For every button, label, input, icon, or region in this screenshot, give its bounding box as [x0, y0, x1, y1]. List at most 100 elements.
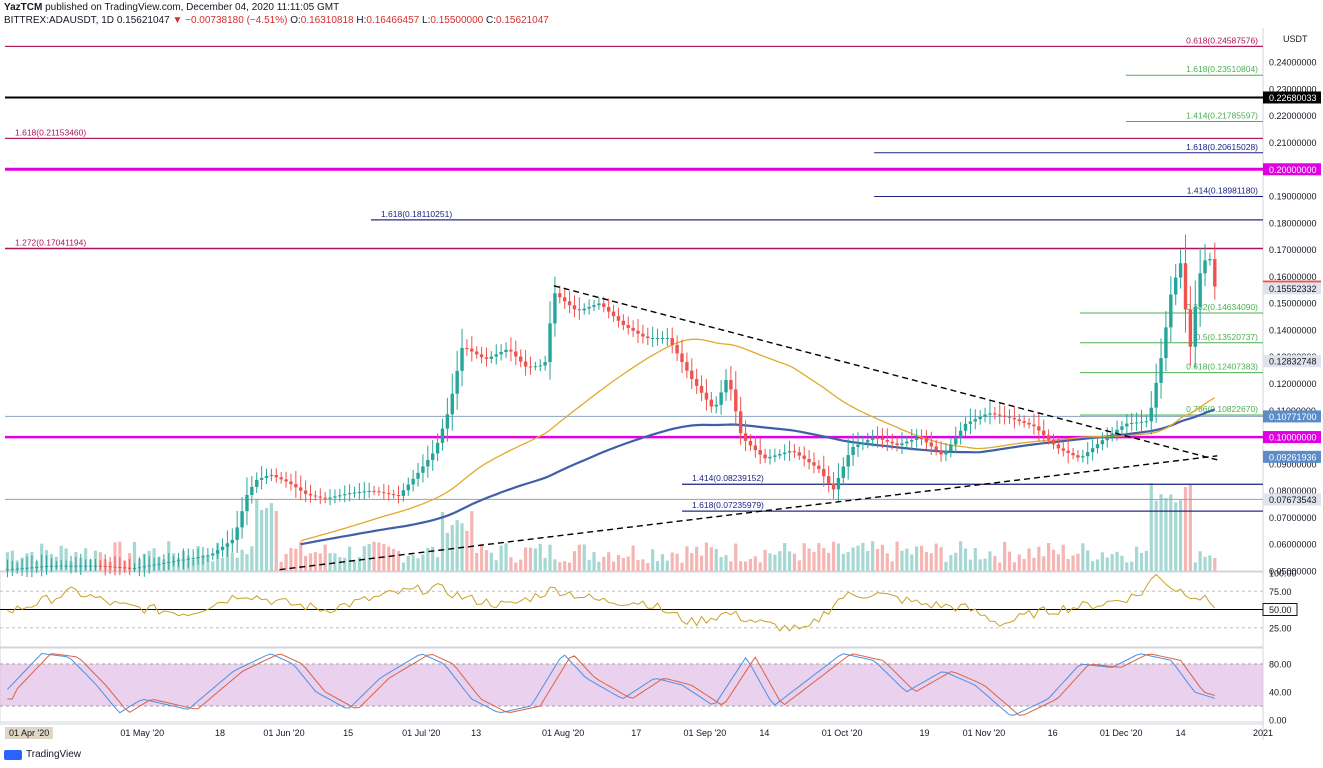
volume-bar: [895, 541, 899, 571]
volume-bar: [260, 510, 264, 571]
price-change: −0.00738180 (−4.51%): [185, 15, 288, 26]
volume-bar: [978, 559, 982, 571]
candle-body: [382, 492, 386, 494]
candle-body: [113, 566, 117, 568]
volume-bar: [367, 544, 371, 571]
candle-body: [142, 566, 147, 568]
candle-body: [597, 303, 601, 306]
volume-bar: [519, 559, 523, 571]
time-tick-label: 15: [343, 728, 353, 738]
stoch-tick-label: 0.00: [1269, 716, 1287, 726]
candle-body: [778, 454, 782, 456]
volume-bar: [543, 557, 547, 571]
rsi-tick-label: 25.00: [1269, 623, 1292, 633]
candle-body: [372, 490, 376, 492]
close-label: C:: [486, 15, 496, 26]
volume-bar: [445, 532, 449, 571]
publish-line: YazTCM published on TradingView.com, Dec…: [4, 2, 339, 13]
volume-bar: [714, 548, 718, 571]
candle-body: [616, 316, 621, 321]
candle-body: [421, 466, 425, 473]
candle-body: [318, 496, 322, 498]
volume-bar: [1056, 554, 1060, 571]
ma-slow-line: [300, 408, 1216, 546]
candle-body: [592, 305, 596, 307]
candle-body: [636, 330, 640, 334]
time-cursor-badge: [5, 727, 53, 739]
volume-bar: [567, 562, 572, 571]
stoch-tick-label: 80.00: [1269, 660, 1292, 670]
fib-label: 1.618(0.23510804): [1186, 64, 1258, 74]
volume-bar: [861, 542, 865, 571]
volume-bar: [494, 560, 498, 571]
price-chart[interactable]: 0.24000000 0.23000000 0.22000000 0.21000000…: [0, 28, 1323, 744]
candle-body: [230, 539, 234, 544]
volume-bar: [294, 548, 298, 571]
trend-line: [553, 285, 1218, 461]
candle-body: [660, 337, 665, 339]
candle-body: [1183, 263, 1188, 310]
volume-bar: [318, 553, 322, 571]
volume-bar: [611, 561, 616, 571]
price-axis-badge-text: 0.12832748: [1269, 357, 1317, 367]
volume-bar: [719, 557, 723, 571]
price-axis-badge: [1263, 493, 1321, 506]
candle-body: [758, 450, 762, 455]
volume-bar: [983, 558, 987, 571]
candle-body: [641, 333, 645, 337]
volume-bar: [514, 562, 518, 571]
volume-bar: [905, 548, 909, 571]
tradingview-logo-icon: [4, 749, 22, 760]
stoch-d-line: [7, 653, 1215, 716]
volume-bar: [851, 547, 855, 571]
volume-bar: [1051, 549, 1056, 571]
candle-body: [215, 550, 220, 554]
candle-body: [49, 565, 54, 567]
candle-body: [763, 454, 767, 459]
time-tick-label: 16: [1048, 728, 1058, 738]
candle-body: [861, 442, 865, 445]
candle-body: [1095, 444, 1100, 449]
volume-bar: [675, 553, 679, 571]
volume-bar: [1105, 557, 1109, 571]
volume-bar: [1125, 562, 1129, 571]
time-tick-label: 13: [471, 728, 481, 738]
publish-info: published on TradingView.com, December 0…: [45, 2, 340, 13]
volume-bar: [841, 553, 845, 571]
candle-body: [611, 311, 616, 317]
volume-bar: [1086, 550, 1090, 571]
candle-body: [157, 563, 161, 565]
time-tick-label: 01 Dec '20: [1100, 728, 1143, 738]
candle-body: [582, 308, 586, 311]
volume-bar: [211, 561, 215, 571]
volume-bar: [900, 550, 904, 571]
time-tick-label: 18: [215, 728, 225, 738]
volume-bar: [1193, 562, 1197, 571]
volume-bar: [132, 541, 137, 571]
price-axis-badge: [1263, 282, 1321, 295]
volume-bar: [993, 556, 997, 571]
candle-body: [1081, 456, 1085, 458]
volume-bar: [431, 546, 435, 571]
volume-bar: [392, 548, 396, 571]
candle-body: [1056, 444, 1061, 449]
trend-line: [279, 455, 1218, 571]
volume-bar: [1110, 554, 1114, 571]
volume-bar: [1188, 484, 1192, 571]
fib-label: 0.618(0.24587576): [1186, 35, 1258, 45]
candle-body: [553, 293, 557, 324]
candle-body: [401, 490, 406, 496]
candle-body: [132, 568, 137, 570]
time-tick-label: 01 Sep '20: [684, 728, 727, 738]
candle-body: [167, 562, 171, 564]
price-tick-label: 0.23000000: [1269, 84, 1317, 94]
candle-body: [949, 444, 953, 452]
volume-bar: [299, 541, 303, 571]
volume-bar: [802, 543, 806, 571]
candle-body: [782, 452, 787, 455]
publisher-name[interactable]: YazTCM: [4, 2, 43, 13]
candle-body: [499, 352, 503, 355]
volume-bar: [484, 550, 489, 571]
candle-body: [54, 565, 59, 567]
volume-bar: [118, 541, 122, 571]
